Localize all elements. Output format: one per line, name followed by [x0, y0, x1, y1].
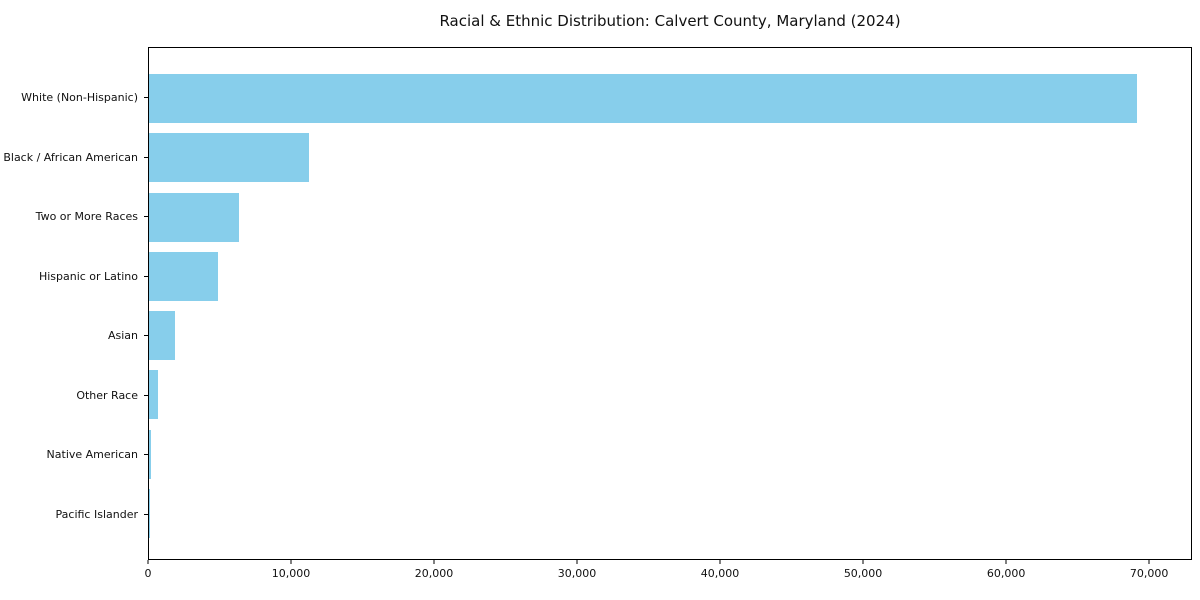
bar-row [149, 128, 1191, 187]
y-axis-row: Hispanic or Latino [0, 247, 148, 307]
y-axis-label: Native American [46, 448, 138, 462]
x-tick-mark [862, 560, 864, 564]
y-axis-label: Hispanic or Latino [38, 269, 138, 283]
x-tick-mark [1005, 560, 1007, 564]
x-tick-mark [290, 560, 292, 564]
chart-title: Racial & Ethnic Distribution: Calvert Co… [439, 12, 901, 30]
x-tick-label: 40,000 [700, 567, 740, 580]
bar [149, 251, 218, 301]
x-tick-label: 20,000 [414, 567, 454, 580]
bar [149, 429, 151, 479]
y-axis-label: White (Non-Hispanic) [21, 91, 138, 105]
x-tick-label: 70,000 [1129, 567, 1169, 580]
y-axis-label: Black / African American [3, 150, 138, 164]
y-axis-label: Other Race [76, 388, 138, 402]
x-tick-label: 30,000 [557, 567, 597, 580]
y-axis-row: Native American [0, 425, 148, 485]
bar [149, 74, 1137, 124]
plot-area [148, 47, 1192, 560]
y-tick-mark [144, 97, 148, 99]
y-tick-mark [144, 335, 148, 337]
x-tick-mark [147, 560, 149, 564]
x-tick-label: 0 [144, 567, 152, 580]
y-tick-mark [144, 454, 148, 456]
bar [149, 133, 309, 183]
y-axis: White (Non-Hispanic) Black / African Amer… [0, 68, 148, 544]
y-axis-label: Pacific Islander [55, 507, 138, 521]
x-tick-label: 50,000 [843, 567, 883, 580]
bar [149, 311, 175, 361]
y-tick-mark [144, 394, 148, 396]
y-axis-row: Asian [0, 306, 148, 366]
y-axis-label: Two or More Races [35, 210, 138, 224]
bar [149, 370, 159, 420]
x-tick-label: 60,000 [986, 567, 1026, 580]
bar-row [149, 484, 1191, 543]
y-tick-mark [144, 275, 148, 277]
bar-row [149, 365, 1191, 424]
y-axis-row: White (Non-Hispanic) [0, 68, 148, 128]
x-tick-mark [1148, 560, 1150, 564]
x-tick-mark [433, 560, 435, 564]
y-tick-mark [144, 513, 148, 515]
y-axis-label: Asian [107, 329, 138, 343]
x-tick-mark [719, 560, 721, 564]
bar-row [149, 69, 1191, 128]
y-axis-row: Black / African American [0, 128, 148, 188]
y-axis-row: Pacific Islander [0, 485, 148, 545]
bar [149, 192, 239, 242]
y-axis-row: Other Race [0, 366, 148, 426]
bar-row [149, 247, 1191, 306]
y-axis-row: Two or More Races [0, 187, 148, 247]
y-tick-mark [144, 156, 148, 158]
x-tick-label: 10,000 [271, 567, 311, 580]
bar-row [149, 425, 1191, 484]
x-axis: 0 10,000 20,000 30,000 40,000 50,000 60,000 70,… [144, 560, 1192, 590]
y-tick-mark [144, 216, 148, 218]
bars-layer [149, 69, 1191, 543]
x-tick-mark [576, 560, 578, 564]
bar-row [149, 188, 1191, 247]
bar-row [149, 306, 1191, 365]
